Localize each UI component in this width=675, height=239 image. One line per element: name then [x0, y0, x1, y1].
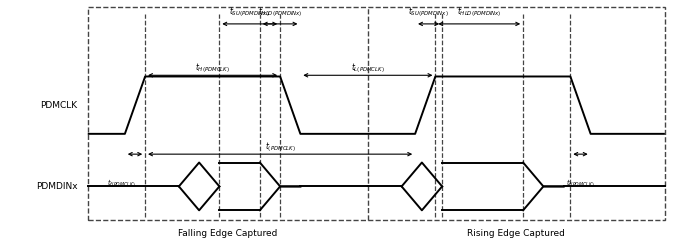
Text: Rising Edge Captured: Rising Edge Captured — [467, 229, 565, 239]
Text: $t_{(PDMCLK)}$: $t_{(PDMCLK)}$ — [265, 140, 296, 154]
Text: $t_{f(PDMCLK)}$: $t_{f(PDMCLK)}$ — [566, 177, 595, 189]
Text: Falling Edge Captured: Falling Edge Captured — [178, 229, 277, 239]
Text: $t_{SU(PDMDINx)}$: $t_{SU(PDMDINx)}$ — [408, 5, 449, 19]
Text: PDMCLK: PDMCLK — [40, 101, 78, 110]
Text: $t_{H(PDMCLK)}$: $t_{H(PDMCLK)}$ — [195, 61, 230, 75]
Text: $t_{HLD(PDMDINx)}$: $t_{HLD(PDMDINx)}$ — [457, 5, 502, 19]
Text: $t_{SU(PDMDINx)}$: $t_{SU(PDMDINx)}$ — [230, 5, 270, 19]
Text: $t_{f(PDMCLK)}$: $t_{f(PDMCLK)}$ — [107, 177, 136, 189]
Text: $t_{HLD(PDMDINx)}$: $t_{HLD(PDMDINx)}$ — [258, 5, 302, 19]
Text: PDMDINx: PDMDINx — [36, 182, 78, 191]
Text: $t_{L(PDMCLK)}$: $t_{L(PDMCLK)}$ — [351, 61, 385, 75]
